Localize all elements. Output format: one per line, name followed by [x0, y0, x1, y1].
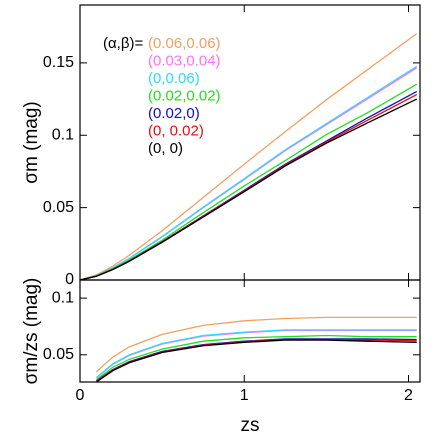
series-line — [96, 329, 417, 378]
y-axis-label: σm/zs (mag) — [21, 278, 42, 385]
series-line — [96, 339, 417, 382]
y-tick-label: 0.05 — [43, 199, 74, 216]
series-line — [95, 316, 417, 373]
plot-area — [80, 33, 418, 280]
x-tick-label: 0 — [76, 387, 85, 404]
legend-entry: (0, 0.02) — [148, 122, 204, 139]
legend-entry: (0, 0) — [148, 140, 183, 157]
legend-entry: (0.02,0.02) — [148, 87, 221, 104]
series-line — [80, 67, 418, 280]
y-tick-label: 0.05 — [43, 346, 74, 363]
y-axis-label: σm (mag) — [21, 101, 42, 183]
x-tick-label: 1 — [240, 387, 249, 404]
series-line — [96, 338, 417, 382]
series-line — [96, 334, 417, 381]
series-line — [96, 338, 417, 382]
x-axis-label: zs — [241, 415, 260, 436]
x-tick-label: 2 — [404, 387, 413, 404]
series-line — [80, 98, 417, 280]
legend-entry: (0.06,0.06) — [148, 35, 221, 52]
legend-entry: (0,0.06) — [148, 70, 200, 87]
legend-title: (α,β)= — [103, 35, 143, 52]
y-tick-label: 0.1 — [52, 126, 74, 143]
legend-entry: (0.03,0.04) — [148, 52, 221, 69]
plot-frame — [79, 279, 421, 383]
series-line — [80, 65, 418, 280]
series-line — [80, 83, 418, 280]
legend-entry: (0.02,0) — [148, 105, 200, 122]
series-line — [80, 90, 418, 280]
y-tick-label: 0.1 — [52, 289, 74, 306]
y-tick-label: 0 — [65, 271, 74, 288]
plot-area — [95, 316, 417, 382]
series-line — [80, 33, 418, 280]
y-tick-label: 0.15 — [43, 54, 74, 71]
